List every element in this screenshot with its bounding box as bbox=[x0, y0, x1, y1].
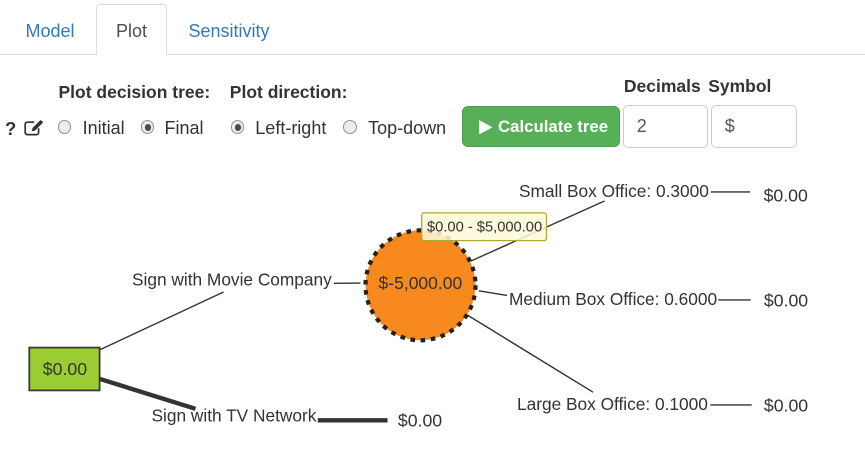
svg-text:$0.00 - $5,000.00: $0.00 - $5,000.00 bbox=[427, 219, 542, 235]
svg-text:$0.00: $0.00 bbox=[764, 185, 808, 205]
svg-text:Sign with Movie Company: Sign with Movie Company bbox=[132, 270, 332, 290]
svg-text:Large Box Office: 0.1000: Large Box Office: 0.1000 bbox=[517, 394, 708, 414]
svg-text:$0.00: $0.00 bbox=[764, 290, 808, 310]
svg-text:$0.00: $0.00 bbox=[764, 396, 808, 416]
svg-text:Sign with TV Network: Sign with TV Network bbox=[152, 406, 317, 426]
svg-text:$-5,000.00: $-5,000.00 bbox=[379, 273, 463, 293]
svg-text:$0.00: $0.00 bbox=[43, 359, 87, 379]
svg-text:Medium Box Office: 0.6000: Medium Box Office: 0.6000 bbox=[509, 289, 717, 309]
svg-text:Small Box Office: 0.3000: Small Box Office: 0.3000 bbox=[519, 181, 709, 201]
svg-text:$0.00: $0.00 bbox=[398, 410, 442, 430]
